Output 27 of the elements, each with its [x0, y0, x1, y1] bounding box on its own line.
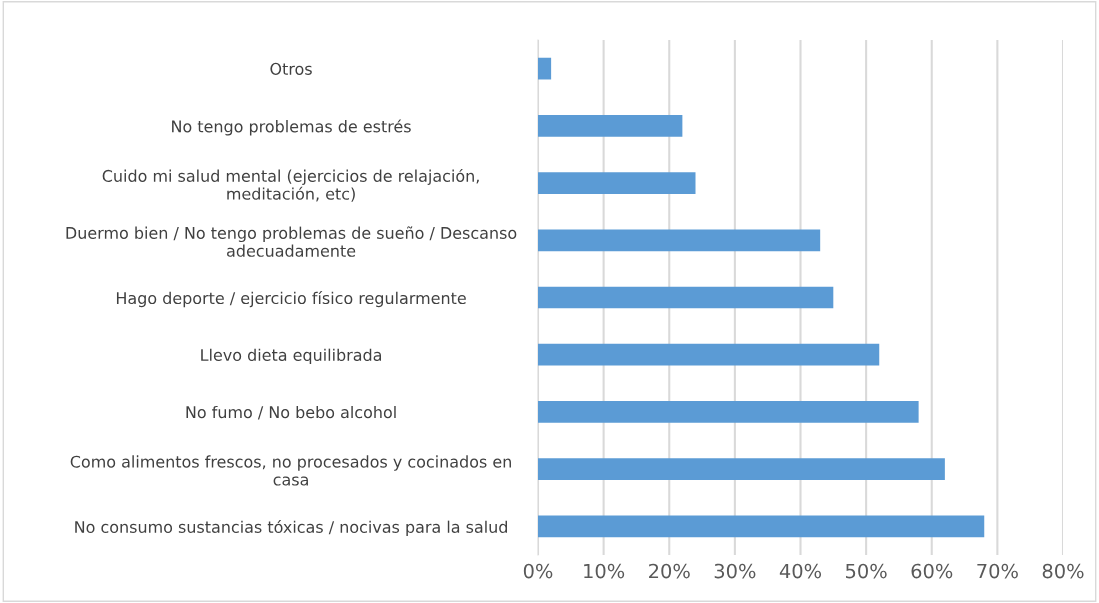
x-tick-label: 50% — [846, 563, 887, 579]
x-tick-label: 30% — [714, 563, 756, 579]
y-tick-label: Otros — [270, 62, 312, 75]
bar — [538, 114, 683, 137]
y-tick-label: Llevo dieta equilibrada — [201, 348, 382, 365]
y-tick-label: Hago deporte / ejercicio físico regularmente — [116, 291, 466, 308]
bar — [538, 401, 919, 423]
x-tick-label: 80% — [1042, 563, 1084, 579]
y-tick-label: No fumo / No bebo alcohol — [186, 405, 396, 420]
bar — [538, 343, 880, 366]
bar — [538, 229, 821, 252]
bar — [538, 172, 696, 194]
bar — [538, 57, 552, 80]
x-tick-label: 60% — [911, 563, 953, 579]
y-tick-label: Cuido mi salud mental (ejercicios de relajación, meditación, etc) — [102, 168, 479, 202]
y-tick-label: Duermo bien / No tengo problemas de sueño / Descanso adecuadamente — [66, 226, 517, 257]
y-tick-label: No tengo problemas de estrés — [172, 119, 411, 136]
y-tick-label: No consumo sustancias tóxicas / nocivas para la salud — [75, 520, 507, 537]
x-tick-label: 70% — [977, 563, 1018, 579]
bar — [538, 458, 945, 481]
x-tick-label: 0% — [523, 563, 553, 579]
bar — [538, 515, 985, 538]
x-tick-label: 40% — [779, 563, 822, 579]
bar — [538, 286, 834, 309]
x-tick-label: 20% — [649, 563, 690, 579]
y-tick-label: Como alimentos frescos, no procesados y cocinados en casa — [70, 455, 511, 486]
x-tick-label: 10% — [584, 563, 625, 579]
